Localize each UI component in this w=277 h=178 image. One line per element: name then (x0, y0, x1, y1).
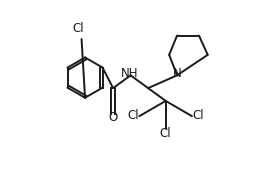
Text: N: N (173, 67, 181, 80)
Text: Cl: Cl (127, 109, 138, 122)
Text: Cl: Cl (160, 127, 171, 140)
Text: NH: NH (121, 67, 139, 80)
Text: O: O (109, 111, 118, 124)
Text: Cl: Cl (193, 109, 204, 122)
Text: Cl: Cl (72, 22, 84, 35)
